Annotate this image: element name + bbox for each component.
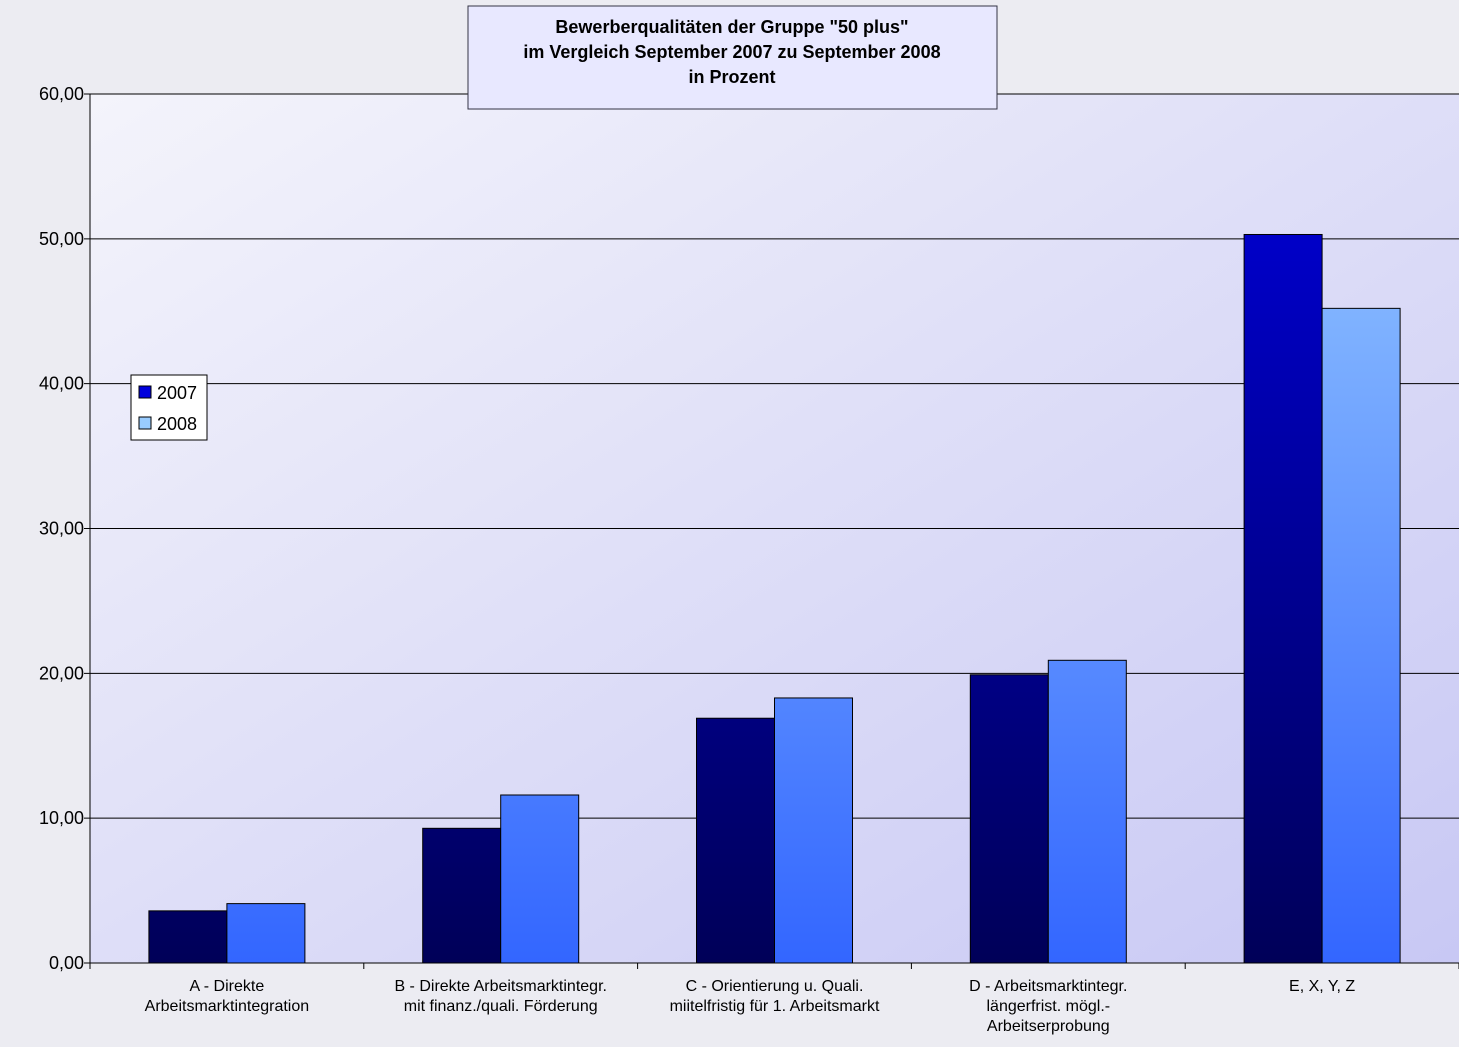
y-tick-label: 60,00 (39, 84, 84, 104)
bar (774, 697, 853, 964)
x-tick-label: D - Arbeitsmarktintegr. längerfrist. mögl… (969, 978, 1127, 1035)
legend-swatch (138, 385, 152, 399)
bar (226, 903, 306, 964)
bar (969, 674, 1049, 964)
bar (1321, 307, 1401, 964)
bar (500, 794, 580, 964)
x-tick-label: E, X, Y, Z (1289, 978, 1355, 995)
bar (148, 910, 228, 964)
y-tick-label: 10,00 (39, 808, 84, 828)
x-tick-label: C - Orientierung u. Quali. miitelfristig … (670, 978, 880, 1015)
y-tick-label: 40,00 (39, 374, 84, 394)
x-tick-label: B - Direkte Arbeitsmarktintegr. mit finan… (394, 978, 607, 1015)
y-tick-label: 30,00 (39, 519, 84, 539)
legend-label: 2008 (157, 414, 197, 434)
bar (1243, 233, 1323, 964)
chart-title: Bewerberqualitäten der Gruppe "50 plus" i… (523, 17, 940, 87)
bar (422, 827, 502, 964)
legend-swatch (138, 416, 152, 430)
y-tick-label: 50,00 (39, 229, 84, 249)
title-box (467, 5, 998, 110)
bar (1047, 659, 1127, 964)
y-tick-label: 0,00 (49, 953, 84, 973)
bar (696, 717, 775, 964)
legend-label: 2007 (157, 383, 197, 403)
x-tick-label: A - Direkte Arbeitsmarktintegration (145, 978, 310, 1015)
y-tick-label: 20,00 (39, 663, 84, 683)
